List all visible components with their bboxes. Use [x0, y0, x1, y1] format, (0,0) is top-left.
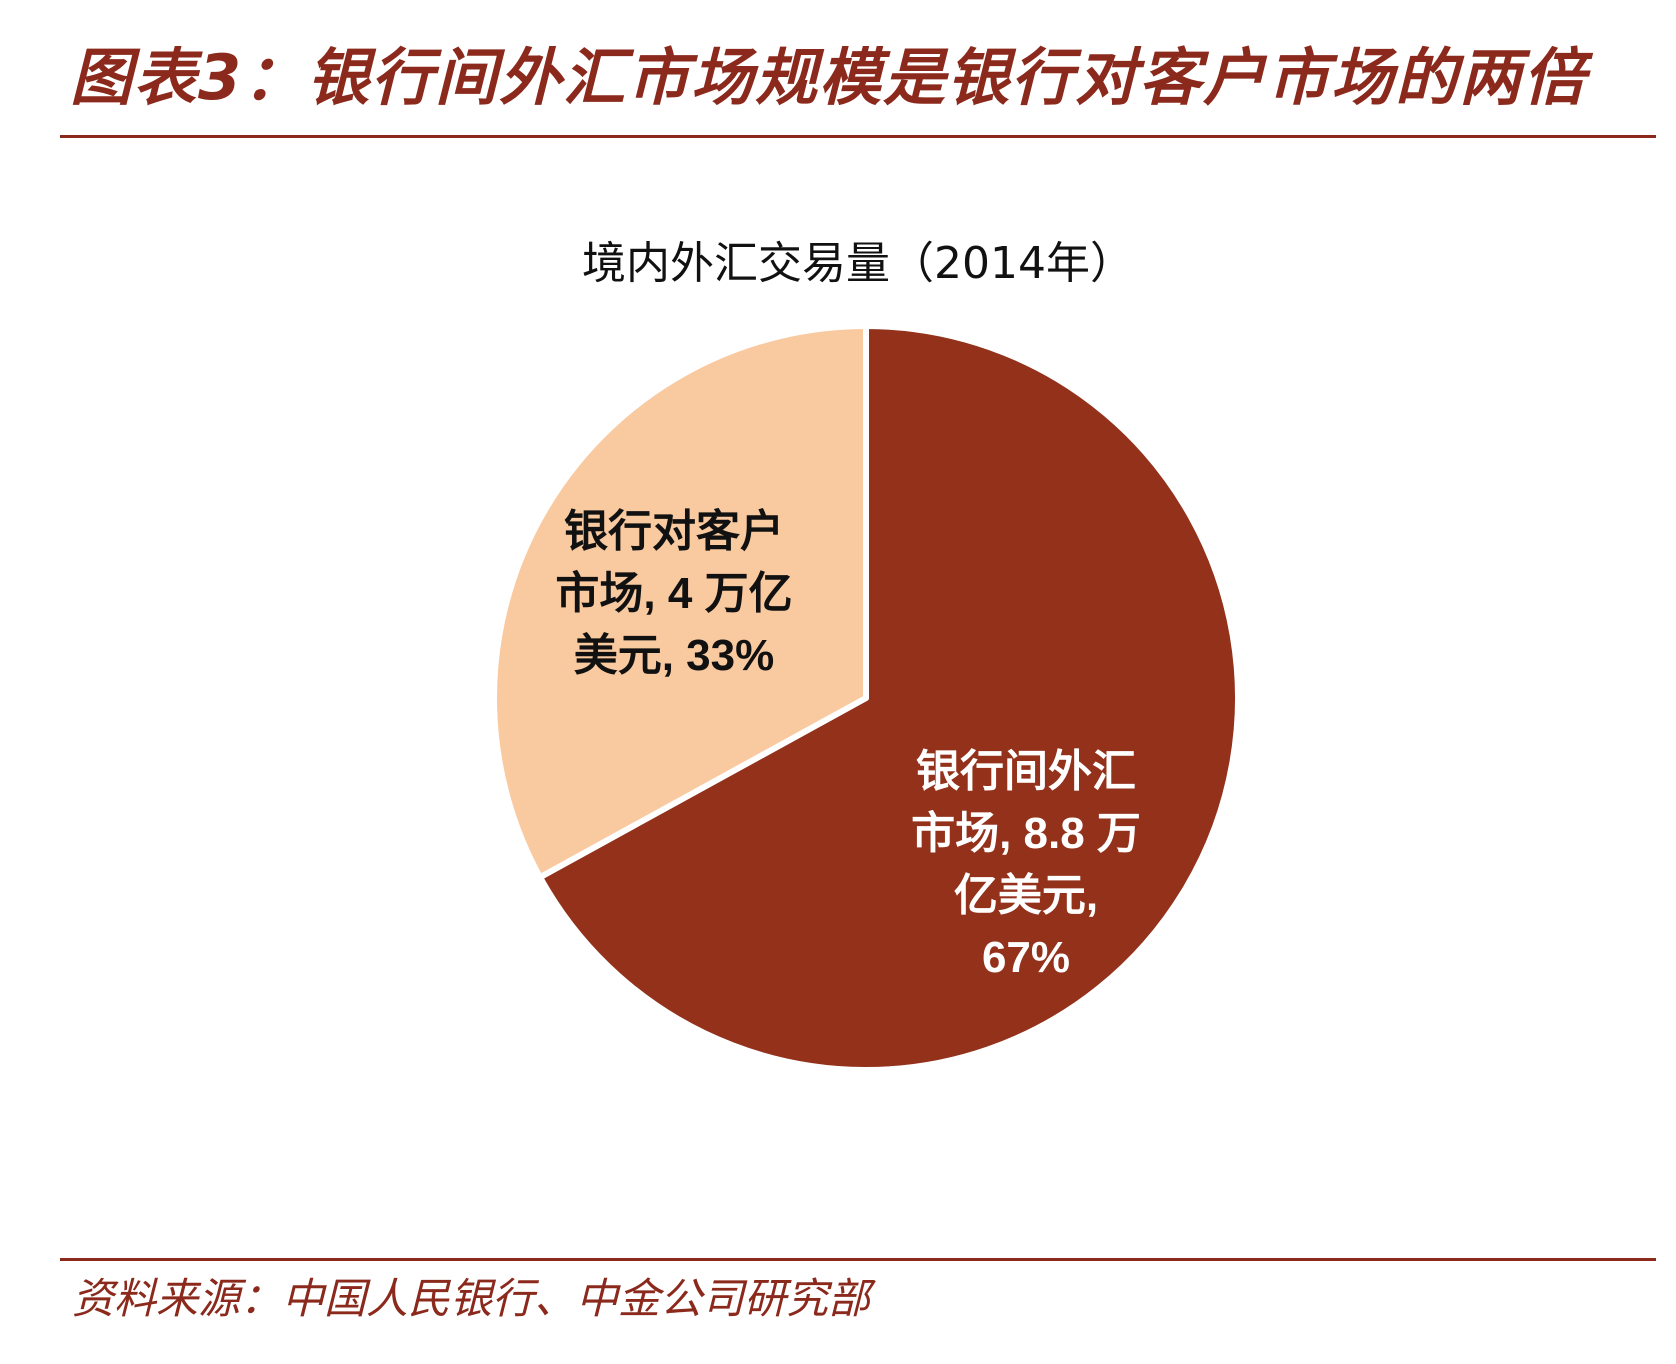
pie-slices [491, 323, 1241, 1073]
slice-label-bank-to-client: 银行对客户市场, 4 万亿美元, 33% [555, 507, 792, 680]
slice-label-line: 67% [982, 933, 1070, 982]
figure-title: 图表3：银行间外汇市场规模是银行对客户市场的两倍 [70, 41, 1588, 114]
pie-chart: 境内外汇交易量（2014年） 银行间外汇市场, 8.8 万亿美元, 67% 银行对客… [491, 238, 1241, 1073]
chart-title: 境内外汇交易量（2014年） [582, 238, 1134, 289]
source-note: 资料来源：中国人民银行、中金公司研究部 [72, 1274, 871, 1323]
slice-label-line: 市场, 8.8 万 [911, 809, 1141, 858]
slice-label-line: 银行对客户 [564, 507, 784, 556]
slice-label-line: 美元, 33% [574, 631, 775, 680]
pie-slice-bank-to-client [491, 323, 869, 881]
slice-label-line: 市场, 4 万亿 [555, 569, 792, 618]
slice-label-line: 亿美元, [954, 871, 1098, 920]
slice-labels: 银行间外汇市场, 8.8 万亿美元, 67% 银行对客户市场, 4 万亿美元, 33… [555, 507, 1141, 982]
title-divider [60, 135, 1656, 138]
pie-slice-interbank [537, 323, 1241, 1073]
slice-label-line: 银行间外汇 [916, 747, 1136, 796]
slice-label-interbank: 银行间外汇市场, 8.8 万亿美元, 67% [911, 747, 1141, 982]
footer-divider [60, 1258, 1656, 1261]
